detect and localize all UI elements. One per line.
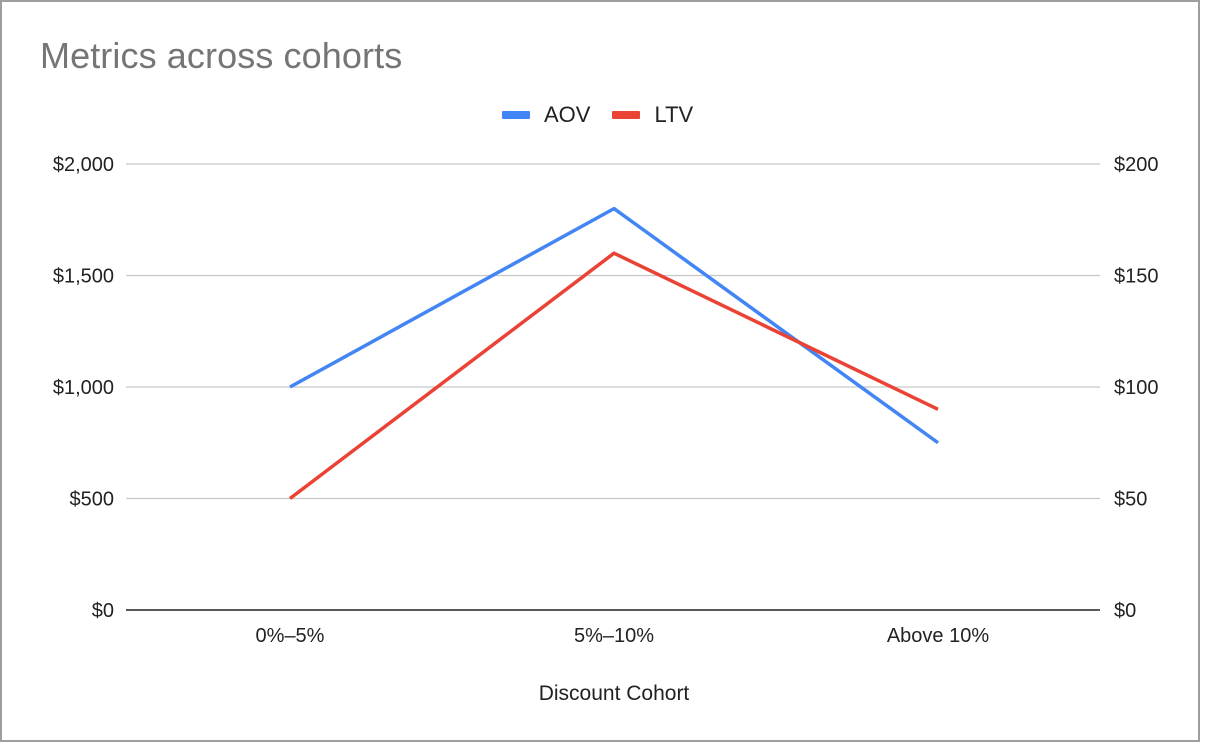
series-line-ltv — [288, 251, 939, 500]
right-y-tick-label: $100 — [1114, 377, 1159, 399]
legend-swatch-ltv — [612, 111, 641, 119]
right-y-tick-label: $150 — [1114, 266, 1159, 288]
right-y-tick-label: $200 — [1114, 154, 1159, 176]
chart-legend: AOV LTV — [502, 100, 693, 130]
x-axis-title: Discount Cohort — [539, 682, 690, 705]
x-tick-label: 5%–10% — [574, 625, 654, 647]
legend-item-ltv: LTV — [612, 102, 693, 128]
chart-title: Metrics across cohorts — [40, 35, 403, 76]
legend-swatch-aov — [502, 111, 530, 119]
series-line-aov — [289, 206, 940, 445]
legend-label-ltv: LTV — [654, 102, 694, 127]
legend-item-aov: AOV — [502, 102, 590, 128]
left-y-tick-label: $500 — [70, 489, 115, 511]
legend-label-aov: AOV — [544, 102, 591, 127]
left-y-tick-label: $1,500 — [53, 266, 114, 288]
left-y-tick-label: $2,000 — [53, 154, 114, 176]
left-y-tick-label: $0 — [92, 600, 114, 622]
left-y-tick-label: $1,000 — [53, 377, 114, 399]
right-y-tick-label: $50 — [1114, 489, 1147, 511]
x-tick-label: Above 10% — [887, 625, 990, 647]
x-tick-label: 0%–5% — [256, 625, 325, 647]
right-y-tick-label: $0 — [1114, 600, 1136, 622]
